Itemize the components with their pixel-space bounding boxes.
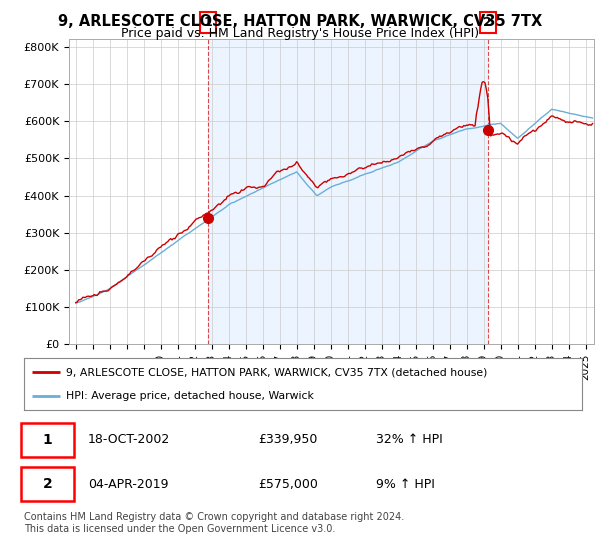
Text: Price paid vs. HM Land Registry's House Price Index (HPI): Price paid vs. HM Land Registry's House … — [121, 27, 479, 40]
Text: £339,950: £339,950 — [259, 433, 318, 446]
Text: 18-OCT-2002: 18-OCT-2002 — [88, 433, 170, 446]
FancyBboxPatch shape — [21, 467, 74, 502]
Text: Contains HM Land Registry data © Crown copyright and database right 2024.
This d: Contains HM Land Registry data © Crown c… — [24, 512, 404, 534]
FancyBboxPatch shape — [21, 423, 74, 458]
Text: 9, ARLESCOTE CLOSE, HATTON PARK, WARWICK, CV35 7TX: 9, ARLESCOTE CLOSE, HATTON PARK, WARWICK… — [58, 14, 542, 29]
Text: 9, ARLESCOTE CLOSE, HATTON PARK, WARWICK, CV35 7TX (detached house): 9, ARLESCOTE CLOSE, HATTON PARK, WARWICK… — [66, 367, 487, 377]
Text: 9% ↑ HPI: 9% ↑ HPI — [376, 478, 434, 491]
Text: 2: 2 — [43, 477, 53, 491]
Text: 32% ↑ HPI: 32% ↑ HPI — [376, 433, 442, 446]
Text: 1: 1 — [43, 433, 53, 447]
Text: 04-APR-2019: 04-APR-2019 — [88, 478, 169, 491]
Text: 1: 1 — [204, 16, 212, 29]
Text: HPI: Average price, detached house, Warwick: HPI: Average price, detached house, Warw… — [66, 391, 314, 401]
Bar — [208, 39, 488, 344]
Text: 2: 2 — [484, 16, 492, 29]
Text: £575,000: £575,000 — [259, 478, 318, 491]
